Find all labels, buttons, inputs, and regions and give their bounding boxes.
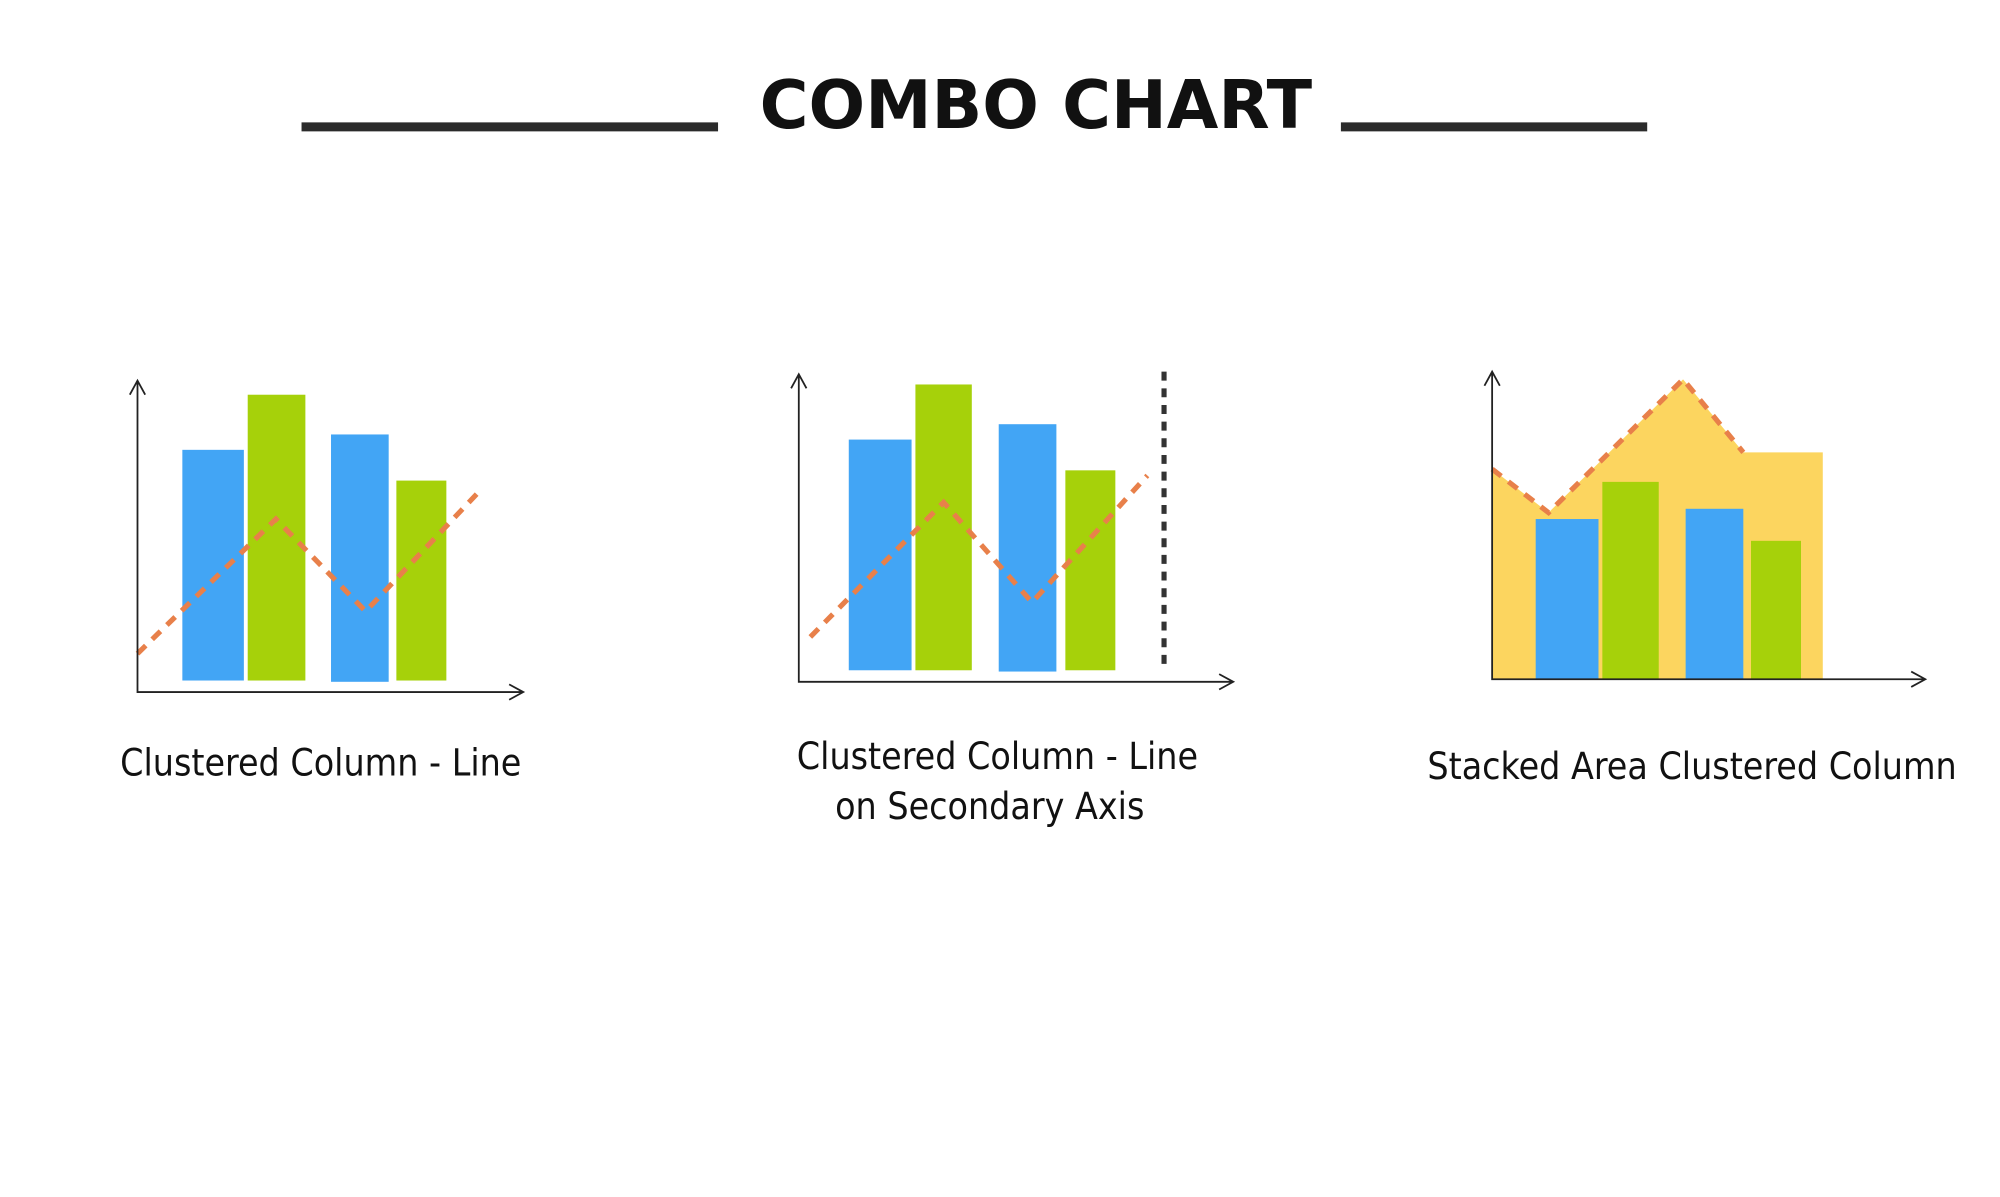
caption: Clustered Column - Line bbox=[797, 735, 1198, 778]
bar bbox=[182, 449, 244, 681]
line bbox=[135, 486, 485, 656]
bar bbox=[1751, 540, 1801, 680]
title: COMBO CHART bbox=[760, 66, 1313, 144]
bar bbox=[396, 480, 447, 681]
axes bbox=[129, 378, 526, 701]
icon-stacked-area-column bbox=[1483, 369, 1928, 688]
line bbox=[1490, 375, 1746, 517]
bar bbox=[331, 434, 389, 682]
bar bbox=[1065, 470, 1116, 671]
bar bbox=[915, 384, 972, 671]
line bbox=[808, 473, 1150, 639]
bar bbox=[1685, 508, 1744, 680]
caption: Stacked Area Clustered Column bbox=[1427, 745, 1956, 788]
bar bbox=[848, 439, 912, 671]
bar bbox=[1535, 519, 1599, 680]
caption: on Secondary Axis bbox=[835, 785, 1144, 828]
bar bbox=[998, 424, 1057, 672]
icon-clustered-column-line bbox=[129, 378, 526, 701]
icon-secondary-axis bbox=[790, 371, 1236, 691]
axes bbox=[1483, 369, 1928, 688]
bar bbox=[1602, 481, 1659, 680]
caption: Clustered Column - Line bbox=[120, 741, 521, 784]
axes bbox=[790, 372, 1236, 691]
